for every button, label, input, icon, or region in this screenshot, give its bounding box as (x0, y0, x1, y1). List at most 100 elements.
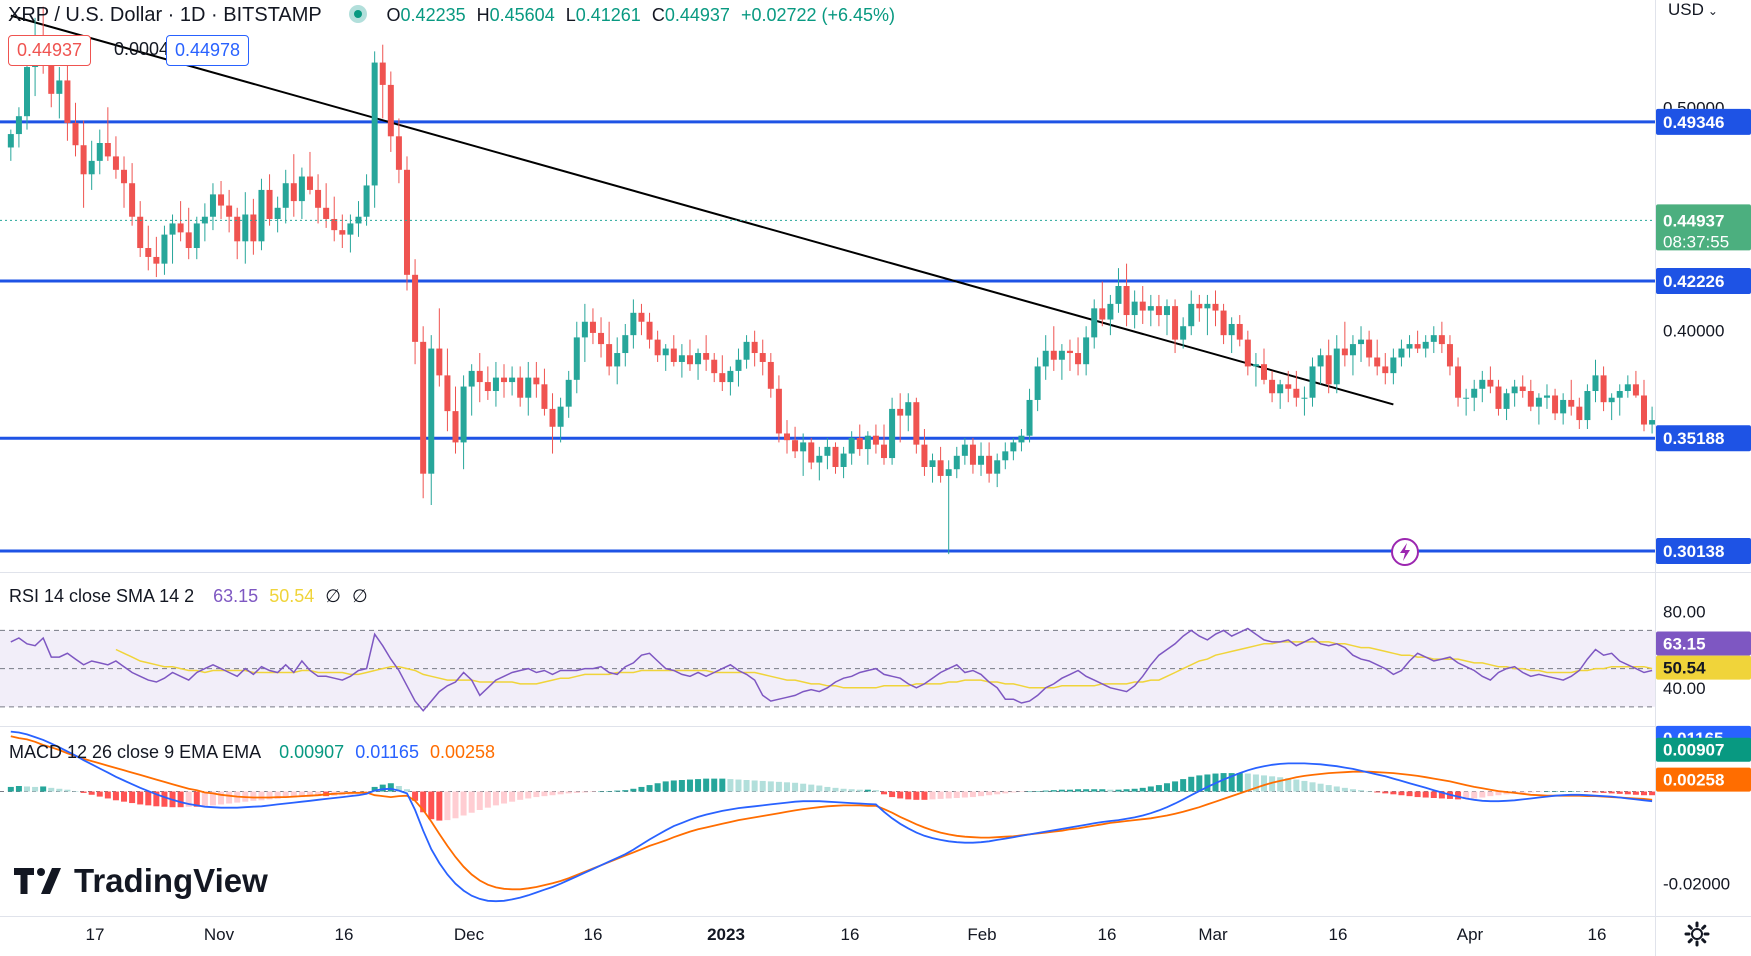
macd-histogram-bar (929, 791, 936, 800)
macd-title[interactable]: MACD 12 26 close 9 EMA EMA (9, 742, 261, 762)
candle-body (646, 321, 653, 340)
macd-histogram-bar (387, 783, 394, 792)
candle-body (226, 205, 233, 217)
candle-body (533, 377, 540, 385)
macd-histogram-bar (1535, 791, 1542, 793)
macd-histogram-bar (565, 791, 572, 794)
macd-histogram-bar (751, 780, 758, 792)
macd-histogram-bar (112, 791, 119, 801)
candle-body (1236, 323, 1243, 340)
macd-histogram-bar (961, 791, 968, 798)
candle-body (961, 444, 968, 456)
time-tick-label: Mar (1198, 925, 1228, 944)
macd-histogram-bar (1632, 791, 1639, 795)
tradingview-logo[interactable]: TradingView (14, 862, 268, 900)
macd-histogram-bar (1471, 791, 1478, 799)
candle-body (7, 134, 14, 148)
trendline[interactable] (10, 14, 1394, 406)
macd-signal-value: 0.00258 (429, 742, 496, 762)
macd-histogram-bar (767, 781, 774, 792)
macd-histogram-bar (1115, 789, 1122, 792)
macd-histogram-bar (274, 791, 281, 799)
trendline-segment (10, 14, 1394, 406)
currency-selector[interactable]: USD ⌄ (1668, 0, 1718, 20)
legend-row: XRP / U.S. Dollar · 1D · BITSTAMP O0.422… (8, 4, 895, 27)
candle-body (1624, 384, 1631, 392)
candle-body (1026, 399, 1033, 436)
lightning-icon[interactable] (1390, 537, 1420, 567)
macd-histogram-bar (614, 790, 621, 792)
macd-histogram-bar (250, 791, 257, 801)
candle-body (250, 214, 257, 242)
macd-histogram-bar (1430, 791, 1437, 798)
candle-body (1083, 337, 1090, 365)
macd-legend: MACD 12 26 close 9 EMA EMA 0.00907 0.011… (9, 742, 495, 763)
candle-body (727, 370, 734, 383)
candle-body (1341, 348, 1348, 356)
candle-body (775, 388, 782, 434)
candle-body (1349, 344, 1356, 356)
rsi-title[interactable]: RSI 14 close SMA 14 2 (9, 586, 195, 606)
candle-body (428, 348, 435, 474)
candle-body (1422, 341, 1429, 349)
macd-signal-label-bg (1656, 767, 1751, 792)
candle-body (881, 444, 888, 459)
macd-histogram-bar (48, 787, 55, 792)
high-value: 0.45604 (489, 5, 555, 25)
macd-histogram-bar (1503, 791, 1510, 795)
candle-body (541, 384, 548, 409)
candle-body (1608, 397, 1615, 403)
macd-histogram-bar (792, 782, 799, 792)
macd-histogram-bar (1034, 791, 1041, 792)
macd-histogram-bar (121, 791, 128, 802)
level-label-0: 0.49346 (1663, 113, 1724, 132)
macd-histogram-bar (1058, 789, 1065, 792)
candle-body (630, 312, 637, 336)
macd-histogram-bar (1188, 776, 1195, 792)
macd-histogram-bar (96, 791, 103, 797)
macd-histogram-bar (1091, 789, 1098, 792)
candle-body (306, 176, 313, 190)
horizontal-levels[interactable] (0, 120, 1655, 553)
macd-histogram-bar (872, 790, 879, 792)
candle-body (1471, 388, 1478, 398)
symbol-title[interactable]: XRP / U.S. Dollar · 1D · BITSTAMP (8, 4, 322, 26)
candle-body (978, 455, 985, 465)
macd-histogram-bar (1050, 790, 1057, 792)
buy-button[interactable]: 0.44978 (166, 35, 250, 66)
candle-body (783, 433, 790, 441)
macd-histogram-bar (897, 791, 904, 799)
macd-histogram-bar (290, 791, 297, 798)
macd-histogram-bar (1641, 791, 1647, 796)
macd-histogram-bar (969, 791, 976, 798)
candle-body (1050, 350, 1057, 360)
candle-body (1301, 397, 1308, 399)
macd-histogram-bar (1398, 791, 1405, 796)
macd-histogram-bar (436, 791, 443, 821)
macd-histogram-bar (735, 779, 742, 792)
macd-pane (0, 730, 1656, 903)
macd-histogram-bar (460, 791, 467, 816)
candle-body (1503, 393, 1510, 409)
candle-body (339, 230, 346, 235)
sell-button[interactable]: 0.44937 (8, 35, 92, 66)
candle-body (420, 341, 427, 474)
time-tick-label: 16 (335, 925, 354, 944)
rsi-legend: RSI 14 close SMA 14 2 63.15 50.54 ∅ ∅ (9, 586, 368, 607)
candle-body (1455, 366, 1462, 398)
candle-body (565, 379, 572, 407)
rsi-tick-label: 80.00 (1663, 602, 1706, 621)
macd-histogram-bar (468, 791, 475, 813)
candle-body (444, 375, 451, 412)
candle-body (347, 223, 354, 235)
candle-body (1228, 323, 1235, 336)
candle-body (1261, 364, 1268, 380)
macd-histogram-bar (1438, 791, 1445, 799)
macd-histogram-bar (492, 791, 499, 806)
settings-gear-icon[interactable] (1683, 920, 1711, 948)
macd-histogram-bar (1018, 791, 1025, 793)
macd-histogram-bar (137, 791, 144, 805)
rsi-value: 63.15 (213, 586, 259, 606)
candle-body (363, 185, 370, 217)
